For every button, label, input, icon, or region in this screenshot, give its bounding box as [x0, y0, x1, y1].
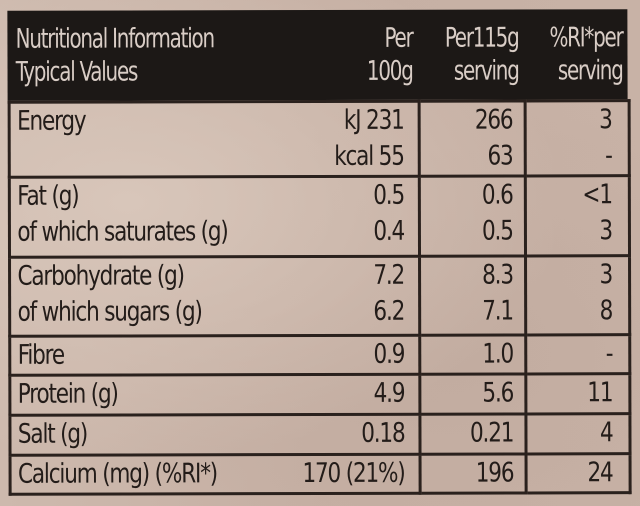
energy-name-cell: Energy kJ 231 kcal 55 [9, 101, 420, 178]
per-serving-value: 0.5 [481, 215, 513, 247]
nutrition-table: Energy kJ 231 kcal 55 266 63 3 - [8, 99, 632, 496]
per-serving-value: 1.0 [482, 338, 514, 370]
protein-name-cell: Protein (g) 4.9 [9, 374, 420, 416]
row-label: Salt (g) [17, 418, 88, 450]
row-label: Fibre [17, 339, 64, 371]
per-serving-value: 8.3 [482, 259, 513, 291]
per-serving-value: 196 [475, 457, 514, 489]
per100-value: 4.9 [373, 377, 405, 409]
carbohydrate-ri-cell: 3 8 [525, 255, 630, 335]
per100-value: 6.2 [373, 295, 405, 327]
per100-value: 0.5 [373, 179, 404, 211]
ri-value: - [605, 140, 612, 172]
carbohydrate-name-cell: Carbohydrate (g) of which sugars (g) 7.2… [9, 256, 420, 337]
per-serving-value: 63 [487, 140, 513, 172]
fat-ri-cell: <1 3 [525, 175, 630, 256]
header-ri-per-serving: %RI*per serving [542, 9, 628, 99]
ri-value: - [605, 338, 613, 370]
fat-serving-cell: 0.6 0.5 [419, 175, 526, 257]
salt-serving-cell: 0.21 [419, 413, 527, 455]
per-serving-value: 7.1 [482, 295, 513, 327]
nutrition-label: Nutritional Information Typical Values P… [7, 9, 631, 496]
per-serving-value: 0.6 [481, 179, 513, 211]
fibre-name-cell: Fibre 0.9 [9, 335, 420, 376]
row-label: Fat (g) [17, 180, 79, 212]
per100-value: kcal 55 [334, 140, 404, 172]
per100-value: 0.9 [373, 338, 405, 370]
calcium-serving-cell: 196 [420, 453, 527, 494]
table-row-energy: Energy kJ 231 kcal 55 266 63 3 - [9, 100, 630, 178]
per100-value: 0.18 [361, 417, 405, 449]
per100-value: kJ 231 [343, 104, 404, 136]
energy-serving-cell: 266 63 [419, 100, 526, 177]
header-title-line2: Typical Values [15, 56, 138, 88]
table-row-protein: Protein (g) 4.9 5.6 11 [9, 373, 630, 416]
per-serving-value: 266 [474, 104, 513, 136]
per100-value: 7.2 [373, 259, 405, 291]
ri-value: 3 [599, 259, 613, 291]
carbohydrate-serving-cell: 8.3 7.1 [419, 255, 526, 336]
fat-name-cell: Fat (g) of which saturates (g) 0.5 0.4 [9, 176, 420, 258]
header-per-100g-line2: 100g [366, 55, 413, 87]
ri-value: 3 [599, 215, 612, 247]
row-label: Calcium (mg) (%RI*) [17, 458, 218, 490]
fibre-ri-cell: - [525, 334, 630, 374]
header-per-100g-line1: Per [384, 22, 413, 54]
ri-value: 24 [587, 457, 613, 489]
header-title: Nutritional Information Typical Values [7, 10, 271, 101]
salt-name-cell: Salt (g) 0.18 [9, 414, 421, 456]
table-row-fat: Fat (g) of which saturates (g) 0.5 0.4 0… [9, 175, 630, 258]
row-label: Energy [17, 105, 86, 137]
header-per-serving-line1: Per115g [444, 22, 519, 54]
calcium-name-cell: Calcium (mg) (%RI*) 170 (21%) [10, 454, 421, 495]
row-label: Carbohydrate (g) [17, 260, 184, 292]
energy-ri-cell: 3 - [525, 100, 630, 176]
protein-ri-cell: 11 [525, 373, 630, 414]
row-sublabel: of which sugars (g) [17, 296, 202, 328]
header-title-line1: Nutritional Information [15, 23, 214, 55]
salt-ri-cell: 4 [525, 413, 631, 454]
header-ri-line1: %RI*per [549, 22, 623, 54]
header-per-serving-line2: serving [453, 55, 519, 87]
fibre-serving-cell: 1.0 [419, 334, 526, 375]
per-serving-value: 5.6 [482, 377, 514, 409]
ri-value: <1 [582, 179, 612, 211]
ri-value: 3 [599, 104, 612, 136]
footnote-cropped [6, 494, 636, 506]
nutrition-header: Nutritional Information Typical Values P… [7, 9, 628, 101]
row-sublabel: of which saturates (g) [17, 216, 228, 248]
per100-value: 170 (21%) [302, 457, 405, 490]
per-serving-value: 0.21 [469, 417, 514, 449]
calcium-ri-cell: 24 [526, 453, 631, 493]
header-ri-line2: serving [557, 55, 623, 87]
ri-value: 4 [599, 417, 613, 449]
table-row-calcium: Calcium (mg) (%RI*) 170 (21%) 196 24 [10, 453, 631, 495]
header-per-100g: Per 100g [345, 10, 417, 100]
table-row-fibre: Fibre 0.9 1.0 - [9, 334, 630, 376]
per100-value: 0.4 [373, 215, 404, 247]
ri-value: 11 [587, 377, 613, 409]
header-per-serving: Per115g serving [436, 9, 523, 99]
ri-value: 8 [599, 295, 613, 327]
table-row-carbohydrate: Carbohydrate (g) of which sugars (g) 7.2… [9, 255, 630, 337]
row-label: Protein (g) [17, 378, 118, 410]
protein-serving-cell: 5.6 [419, 373, 526, 415]
table-row-salt: Salt (g) 0.18 0.21 4 [9, 413, 631, 456]
